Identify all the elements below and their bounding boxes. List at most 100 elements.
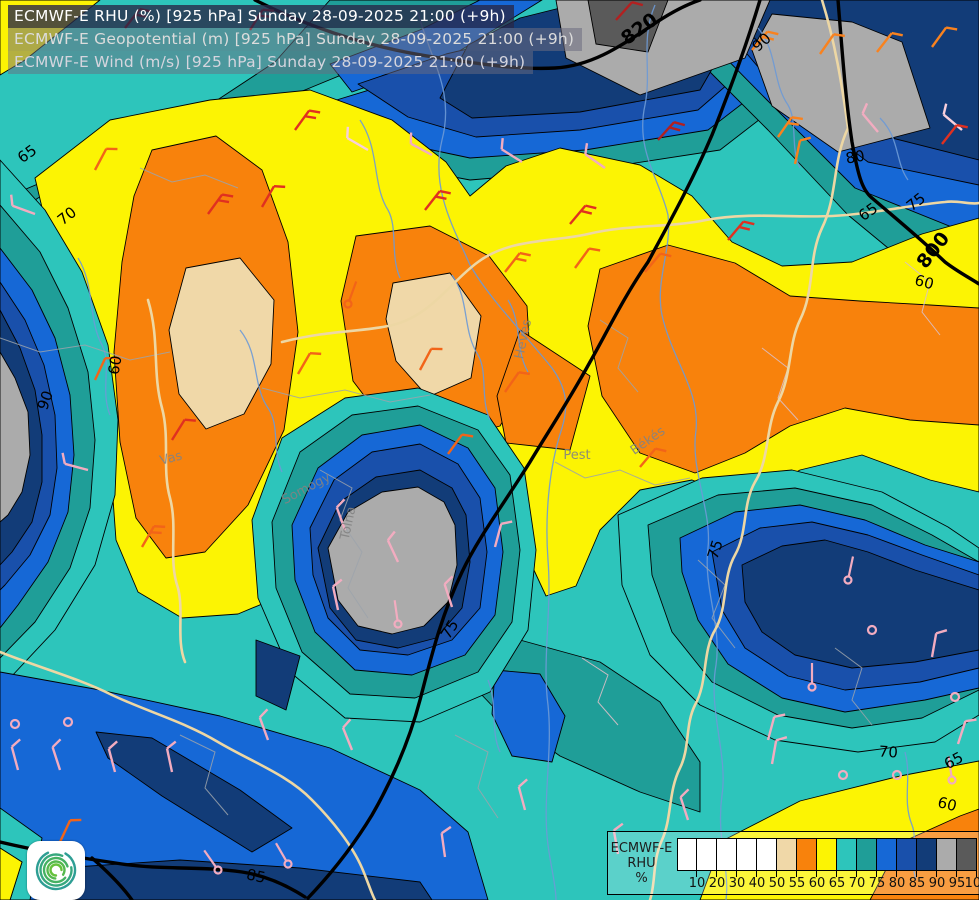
- wind-barb-icon: [107, 740, 118, 773]
- wind-barb-icon: [949, 691, 961, 703]
- county-name-label: Vas: [158, 448, 184, 468]
- wind-barb-icon: [447, 433, 474, 455]
- wind-barb-icon: [294, 109, 321, 131]
- legend-tick: [916, 871, 917, 877]
- legend-title-param: RHU: [627, 855, 656, 871]
- legend-swatch: [737, 838, 757, 871]
- cyclone-spiral-icon: [35, 849, 77, 891]
- wind-barb-icon: [793, 136, 812, 165]
- legend-title-unit: %: [635, 870, 648, 886]
- wind-barb-icon: [443, 575, 454, 608]
- wind-barb-icon: [140, 525, 166, 548]
- rh-contour-label: 75: [704, 538, 727, 562]
- title-geopotential: ECMWF-E Geopotential (m) [925 hPa] Sunda…: [8, 28, 583, 51]
- wind-barb-icon: [727, 220, 755, 241]
- wind-barb-icon: [296, 352, 322, 375]
- legend-swatch: [757, 838, 777, 871]
- wind-barb-icon: [343, 281, 358, 309]
- wind-barb-icon: [170, 418, 196, 441]
- rh-contour-label: 60: [913, 271, 936, 293]
- legend-bin-label: 85: [908, 876, 926, 891]
- wind-barb-icon: [615, 1, 644, 21]
- rh-contour-label: 85: [245, 865, 267, 887]
- legend-swatch: [877, 838, 897, 871]
- legend-tick: [936, 871, 937, 877]
- wind-barb-icon: [341, 718, 354, 751]
- legend-bin-label: 65: [828, 876, 846, 891]
- legend-tick: [736, 871, 737, 877]
- rh-contour-label: 65: [14, 141, 40, 167]
- wind-barb-icon: [679, 788, 690, 821]
- wind-barb-icon: [569, 204, 597, 225]
- legend-bin-label: 20: [708, 876, 726, 891]
- wind-barb-icon: [62, 716, 74, 728]
- legend-tick: [896, 871, 897, 877]
- legend-swatch: [937, 838, 957, 871]
- wind-barb-icon: [500, 138, 523, 164]
- title-rhu: ECMWF-E RHU (%) [925 hPa] Sunday 28-09-2…: [8, 5, 514, 28]
- legend-bin-label: 55: [788, 876, 806, 891]
- legend-swatch: [897, 838, 917, 871]
- wind-barb-icon: [837, 769, 849, 781]
- wind-barb-icon: [504, 251, 531, 273]
- wind-barb-icon: [203, 849, 223, 875]
- wind-barb-icon: [861, 102, 879, 133]
- wind-barb-icon: [260, 185, 286, 208]
- wind-barb-icon: [335, 498, 347, 531]
- weather-provider-logo: [27, 841, 85, 900]
- wind-barb-icon: [9, 194, 36, 216]
- wind-barb-icon: [440, 825, 452, 858]
- legend-bin-label: 70: [848, 876, 866, 891]
- wind-barb-icon: [574, 247, 601, 269]
- legend-bin-label: 75: [868, 876, 886, 891]
- wind-barb-icon: [930, 629, 948, 658]
- wind-barb-icon: [493, 520, 513, 548]
- county-name-label: Pest: [563, 448, 590, 463]
- county-border-lines: [0, 167, 873, 819]
- wind-barb-icon: [393, 600, 403, 629]
- wind-barb-icon: [584, 142, 606, 169]
- wind-barb-icon: [409, 132, 433, 157]
- rh-contour-label: 60: [936, 793, 959, 815]
- legend-bin-label: 50: [768, 876, 786, 891]
- legend-bin-label: 30: [728, 876, 746, 891]
- wind-barb-icon: [165, 740, 177, 773]
- rh-contour-label: 80: [844, 147, 866, 168]
- wind-barb-icon: [517, 778, 528, 811]
- legend-tick: [816, 871, 817, 877]
- legend-tick: [956, 871, 957, 877]
- wind-barb-icon: [866, 624, 878, 636]
- legend-bin-label: 90: [928, 876, 946, 891]
- legend-swatch: [697, 838, 717, 871]
- legend-tick: [716, 871, 717, 877]
- wind-barb-icon: [657, 121, 686, 141]
- legend-bin-label: 100: [964, 876, 979, 891]
- wind-barb-icon: [876, 31, 903, 53]
- wind-barb-icon: [941, 123, 968, 145]
- legend-tick: [876, 871, 877, 877]
- rh-contour-label: 60: [105, 354, 126, 376]
- wind-barb-icon: [258, 708, 270, 741]
- wind-barb-icon: [942, 103, 963, 131]
- wind-barb-icon: [418, 347, 443, 371]
- county-name-label: Tolna: [338, 505, 360, 542]
- legend-bin-label: 40: [748, 876, 766, 891]
- rh-contour-label: 70: [878, 742, 898, 761]
- legend-swatch: [717, 838, 737, 871]
- wind-barbs: [9, 1, 977, 875]
- legend-tick: [856, 871, 857, 877]
- title-wind: ECMWF-E Wind (m/s) [925 hPa] Sunday 28-0…: [8, 51, 534, 74]
- wind-barb-icon: [275, 842, 293, 869]
- wind-barb-icon: [807, 663, 817, 692]
- wind-barb-icon: [58, 818, 82, 843]
- wind-barb-icon: [61, 452, 89, 472]
- legend-title: ECMWF-E RHU %: [608, 832, 675, 894]
- wind-barb-icon: [777, 116, 804, 138]
- legend-swatch: [677, 838, 697, 871]
- wind-barb-icon: [504, 371, 531, 393]
- rh-color-legend: ECMWF-E RHU % 10 20 30 40 50 55 60 65 70 75 80 85 90…: [607, 831, 979, 895]
- wind-barb-icon: [766, 713, 786, 741]
- wind-barb-icon: [93, 356, 117, 381]
- legend-bin-label: 60: [808, 876, 826, 891]
